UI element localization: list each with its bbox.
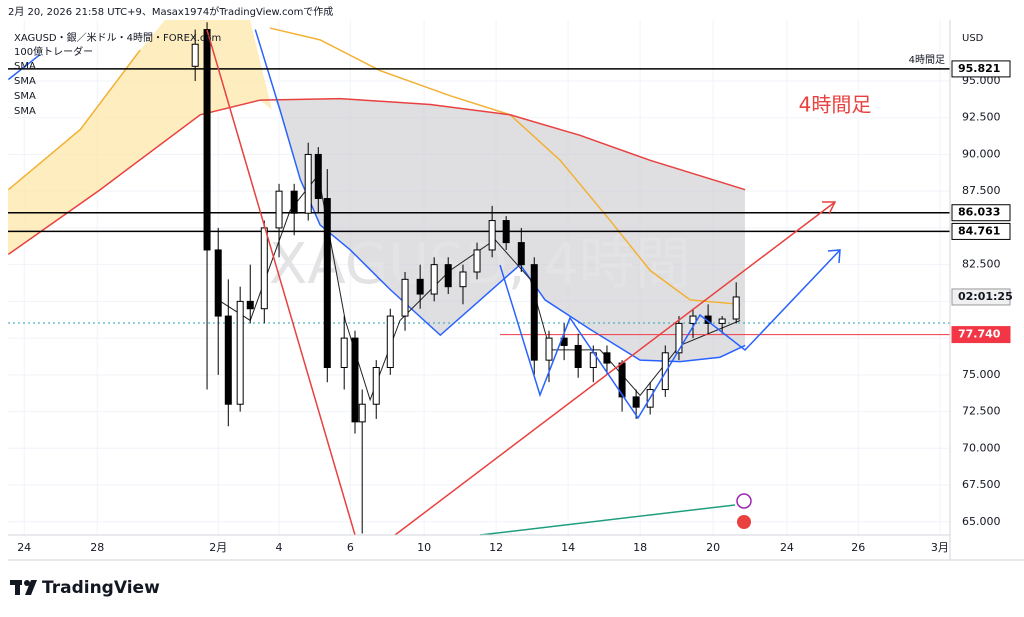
price-tag-label: 84.761 bbox=[958, 224, 1000, 237]
countdown: 02:01:25 bbox=[958, 290, 1013, 303]
zigzag bbox=[499, 249, 841, 420]
x-tick-label: 20 bbox=[706, 541, 720, 554]
trend-line bbox=[394, 201, 836, 536]
candle-body bbox=[304, 153, 312, 214]
candle-body bbox=[214, 249, 222, 317]
price-tag bbox=[951, 60, 1011, 78]
candle-body bbox=[488, 220, 496, 251]
candle-body bbox=[530, 264, 538, 361]
trend-line bbox=[479, 504, 736, 536]
candle-body bbox=[473, 249, 481, 273]
candle-body bbox=[314, 153, 322, 200]
sma-line bbox=[7, 97, 746, 255]
candle-body bbox=[430, 264, 438, 295]
x-tick-label: 2月 bbox=[209, 541, 227, 554]
x-tick-label: 18 bbox=[633, 541, 647, 554]
candle-body bbox=[358, 403, 366, 423]
candle-body bbox=[275, 190, 283, 229]
y-tick-label: 72.500 bbox=[962, 405, 1001, 418]
arrow-head bbox=[822, 201, 837, 215]
candle-body bbox=[246, 300, 254, 310]
event-icon[interactable] bbox=[737, 515, 751, 529]
y-tick-label: 70.000 bbox=[962, 441, 1001, 454]
candle-body bbox=[459, 271, 467, 288]
y-tick-label: 67.500 bbox=[962, 478, 1001, 491]
y-tick-label: 82.500 bbox=[962, 258, 1001, 271]
candle-body bbox=[661, 352, 669, 391]
price-tag-label: 77.740 bbox=[958, 328, 1001, 341]
candle-body bbox=[574, 344, 582, 368]
candle-body bbox=[203, 29, 211, 251]
header-caption: 2月 20, 2026 21:58 UTC+9、Masax1974がTradin… bbox=[8, 5, 333, 18]
x-tick-label: 24 bbox=[780, 541, 794, 554]
trend-line bbox=[206, 29, 356, 536]
candle-body bbox=[718, 318, 726, 324]
chart-title: XAGUSD・銀／米ドル・4時間・FOREX.com bbox=[14, 31, 221, 44]
candle-body bbox=[290, 190, 298, 214]
event-icon[interactable] bbox=[736, 493, 752, 509]
y-tick-label: 87.500 bbox=[962, 184, 1001, 197]
annotation: 4時間足 bbox=[799, 93, 872, 117]
x-tick-label: 14 bbox=[561, 541, 575, 554]
legend-entry: SMA bbox=[14, 106, 36, 117]
countdown-tag bbox=[951, 288, 1011, 306]
y-tick-label: 75.000 bbox=[962, 368, 1001, 381]
x-tick-label: 28 bbox=[90, 541, 104, 554]
candle-body bbox=[689, 315, 697, 324]
price-tag bbox=[951, 222, 1011, 240]
currency[interactable]: USD bbox=[962, 33, 984, 44]
price-tag bbox=[951, 204, 1011, 222]
x-tick-label: 26 bbox=[851, 541, 865, 554]
y-tick-label: 90.000 bbox=[962, 147, 1001, 160]
legend-entry: SMA bbox=[14, 76, 36, 87]
x-tick-label: 10 bbox=[417, 541, 431, 554]
candle-body bbox=[340, 337, 348, 368]
x-tick-label: 24 bbox=[17, 541, 31, 554]
candle-body bbox=[260, 227, 268, 310]
price-tag bbox=[951, 326, 1011, 344]
x-tick-label: 6 bbox=[347, 541, 354, 554]
price-tag-label: 86.033 bbox=[958, 206, 1000, 219]
arrow-head bbox=[827, 249, 841, 264]
candle-body bbox=[517, 242, 525, 266]
y-tick-label: 92.500 bbox=[962, 111, 1001, 124]
candle-body bbox=[401, 278, 409, 317]
chart-subtitle: 100億トレーダー bbox=[14, 45, 93, 58]
candle-body bbox=[444, 264, 452, 288]
cloud-fill bbox=[275, 98, 745, 362]
x-tick-label: 12 bbox=[489, 541, 503, 554]
legend-entry: SMA bbox=[14, 91, 36, 102]
level-label: 4時間足 bbox=[909, 54, 945, 66]
candle-body bbox=[372, 366, 380, 405]
price-tag-label: 95.821 bbox=[958, 62, 1000, 75]
brand: TradingView bbox=[42, 578, 160, 598]
candle-body bbox=[545, 337, 553, 361]
candle-body bbox=[323, 198, 331, 368]
candle-body bbox=[224, 315, 232, 405]
candle-body bbox=[732, 296, 740, 320]
candle-body bbox=[632, 396, 640, 408]
candle-body bbox=[675, 322, 683, 354]
candle-body bbox=[502, 220, 510, 244]
y-tick-label: 65.000 bbox=[962, 515, 1001, 528]
sma-line bbox=[7, 27, 741, 306]
candle-body bbox=[416, 278, 424, 295]
brand-logo bbox=[10, 580, 37, 595]
legend-entry: SMA bbox=[14, 61, 36, 72]
candle-body bbox=[351, 337, 359, 423]
x-tick-label: 3月 bbox=[931, 541, 949, 554]
candle-body bbox=[603, 352, 611, 364]
candle-body bbox=[191, 43, 199, 67]
candle-body bbox=[386, 315, 394, 368]
x-tick-label: 4 bbox=[276, 541, 283, 554]
candle-body bbox=[236, 300, 244, 405]
